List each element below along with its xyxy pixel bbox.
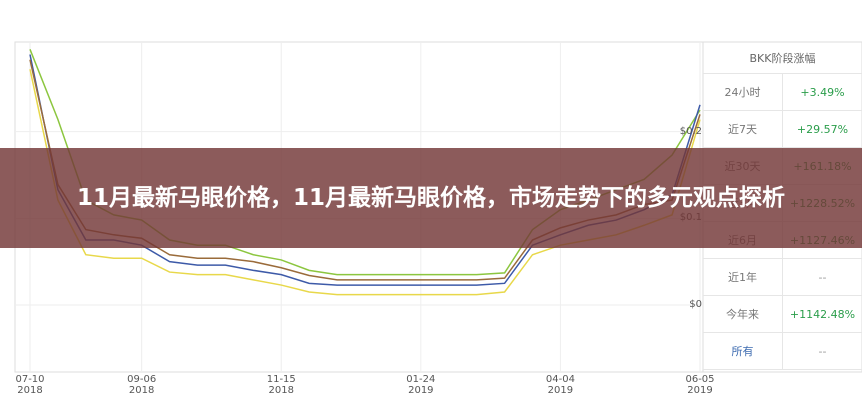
row-value: +3.49% (783, 74, 862, 111)
row-label: 近7天 (703, 111, 783, 148)
banner-title: 11月最新马眼价格，11月最新马眼价格，市场走势下的多元观点探析 (76, 185, 785, 211)
table-header: BKK阶段涨幅 (703, 42, 862, 74)
x-tick-label: 09-06 2018 (127, 374, 157, 396)
row-label: 所有 (703, 333, 783, 370)
row-value: -- (783, 333, 862, 370)
x-tick-label: 07-10 2018 (15, 374, 45, 396)
row-label: 24小时 (703, 74, 783, 111)
x-tick-label: 04-04 2019 (545, 374, 575, 396)
y-tick-label: $0 (689, 299, 702, 310)
row-label: 近1年 (703, 259, 783, 296)
row-value: +1142.48% (783, 296, 862, 333)
row-label: 今年来 (703, 296, 783, 333)
x-tick-label: 06-05 2019 (685, 374, 715, 396)
banner: 11月最新马眼价格，11月最新马眼价格，市场走势下的多元观点探析 (0, 148, 862, 248)
row-value: +29.57% (783, 111, 862, 148)
y-tick-label: $0.2 (679, 125, 702, 137)
x-tick-label: 11-15 2018 (266, 374, 296, 396)
x-tick-label: 01-24 2019 (406, 374, 436, 396)
row-value: -- (783, 259, 862, 296)
